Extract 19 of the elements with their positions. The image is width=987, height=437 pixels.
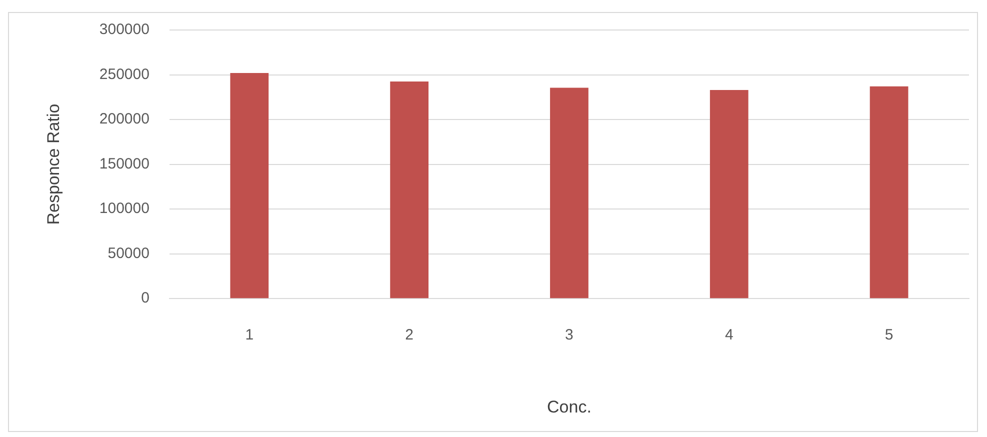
y-tick-label: 250000 bbox=[99, 66, 150, 83]
bar bbox=[230, 72, 269, 298]
y-tick-label: 300000 bbox=[99, 21, 150, 38]
x-axis-title: Conc. bbox=[547, 397, 592, 416]
bar bbox=[710, 90, 748, 298]
y-axis-title: Responce Ratio bbox=[44, 104, 63, 225]
x-tick-label: 5 bbox=[884, 326, 894, 344]
bar bbox=[870, 86, 908, 298]
y-tick-label: 200000 bbox=[99, 110, 150, 128]
x-tick-label: 1 bbox=[245, 326, 254, 344]
bar bbox=[390, 81, 429, 298]
y-tick-label: 150000 bbox=[99, 155, 150, 172]
y-tick-label: 50000 bbox=[108, 244, 150, 262]
x-tick-label: 3 bbox=[565, 326, 574, 344]
bar bbox=[550, 88, 588, 298]
y-tick-label: 100000 bbox=[99, 200, 150, 218]
x-tick-label: 4 bbox=[724, 326, 734, 344]
y-tick-label: 0 bbox=[141, 290, 150, 307]
x-tick-label: 2 bbox=[405, 326, 414, 344]
